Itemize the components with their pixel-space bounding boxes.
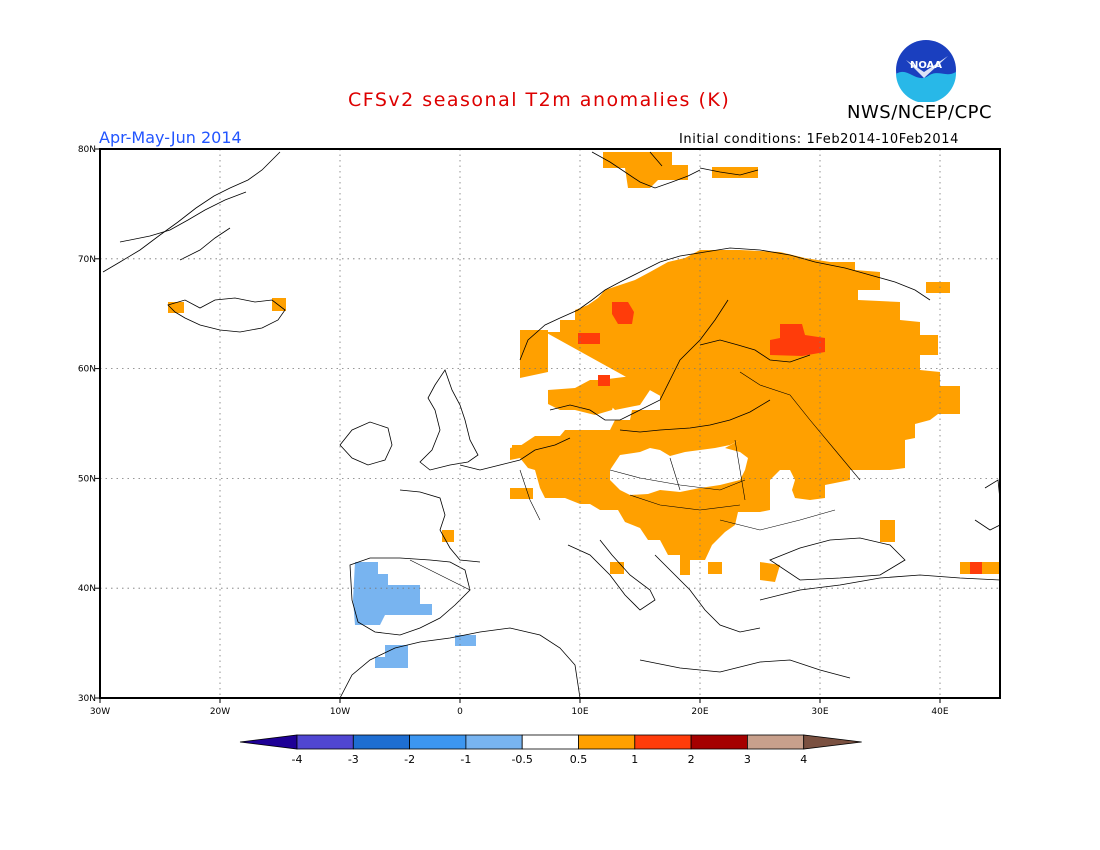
lat-tick-label: 50N xyxy=(78,474,96,484)
warm-anomaly-region xyxy=(520,330,548,378)
strong-warm-anomaly xyxy=(598,375,610,386)
lon-tick-label: 40E xyxy=(931,707,948,717)
scandinavia-coast xyxy=(519,247,931,361)
colorbar-label: -1 xyxy=(460,753,471,766)
warm-anomaly-region xyxy=(442,530,454,542)
colorbar: -4 -3 -2 -1 -0.5 0.5 1 2 3 4 xyxy=(239,734,862,766)
colorbar-swatch xyxy=(690,734,748,750)
lat-tick-label: 30N xyxy=(78,694,96,704)
warm-anomaly-region xyxy=(168,302,184,313)
country-border xyxy=(739,371,861,481)
lon-tick-label: 0 xyxy=(457,707,463,717)
colorbar-swatch xyxy=(296,734,354,750)
colorbar-label: -2 xyxy=(404,753,415,766)
ireland-coast xyxy=(339,421,393,466)
colorbar-label: -3 xyxy=(348,753,359,766)
axis-ticks: 30N 40N 50N 60N 70N 80N 30W 20W 10W 0 10E 20E 30E 40E xyxy=(78,145,949,717)
cool-anomaly-region xyxy=(375,645,408,668)
greenland-coast xyxy=(119,191,247,243)
strong-warm-anomaly xyxy=(612,302,634,324)
iceland-coast xyxy=(167,297,286,333)
blacksea-coast xyxy=(769,537,906,581)
lat-tick-label: 70N xyxy=(78,255,96,265)
lon-tick-label: 30W xyxy=(90,707,110,717)
warm-anomaly-region xyxy=(603,152,688,188)
warm-anomaly-region xyxy=(510,488,533,499)
strong-warm-anomaly xyxy=(970,562,982,574)
lat-tick-label: 80N xyxy=(78,145,96,155)
colorbar-label: -0.5 xyxy=(511,753,532,766)
warm-anomaly-region xyxy=(610,562,624,574)
lon-tick-label: 10E xyxy=(571,707,588,717)
warm-anomaly-region xyxy=(926,282,950,293)
baltic-coast xyxy=(619,399,771,433)
colorbar-arrow-high xyxy=(803,734,862,750)
lon-tick-label: 30E xyxy=(811,707,828,717)
warm-anomaly-region xyxy=(760,562,780,582)
baltic-coast xyxy=(699,339,811,363)
colorbar-label: 3 xyxy=(744,753,751,766)
lat-tick-label: 60N xyxy=(78,365,96,375)
lon-tick-label: 20W xyxy=(210,707,230,717)
strong-warm-anomaly xyxy=(578,333,600,344)
colorbar-swatch xyxy=(578,734,636,750)
britain-coast xyxy=(419,369,479,471)
warm-anomaly-region xyxy=(880,520,895,542)
colorbar-swatch xyxy=(465,734,523,750)
forecast-period: Apr-May-Jun 2014 xyxy=(99,128,242,147)
colorbar-swatch xyxy=(747,734,805,750)
lat-lon-grid xyxy=(100,149,1000,698)
initial-conditions: Initial conditions: 1Feb2014-10Feb2014 xyxy=(679,132,960,147)
colorbar-label: 0.5 xyxy=(570,753,588,766)
cool-anomaly-region xyxy=(455,635,476,646)
caspian-coast xyxy=(974,479,1001,531)
colorbar-label: 2 xyxy=(688,753,695,766)
france-coast xyxy=(399,489,481,563)
anomaly-fills xyxy=(168,152,1000,668)
lon-tick-label: 10W xyxy=(330,707,350,717)
colorbar-label: -4 xyxy=(292,753,303,766)
strong-warm-anomaly xyxy=(770,324,825,356)
map-title: CFSv2 seasonal T2m anomalies (K) xyxy=(348,89,731,111)
europe-coast xyxy=(459,437,571,471)
iberia-coast xyxy=(349,557,471,636)
lon-tick-label: 20E xyxy=(691,707,708,717)
lat-tick-label: 40N xyxy=(78,584,96,594)
cool-anomaly-region xyxy=(353,562,432,625)
africa-coast xyxy=(339,627,581,699)
colorbar-label: 1 xyxy=(631,753,638,766)
org-label: NWS/NCEP/CPC xyxy=(847,102,993,123)
colorbar-label: 4 xyxy=(800,753,807,766)
warm-anomaly-region xyxy=(600,375,650,410)
country-border xyxy=(719,509,836,531)
scandinavia-coast xyxy=(549,299,729,421)
greenland-coast xyxy=(102,151,281,273)
colorbar-swatch xyxy=(634,734,692,750)
noaa-logo: NOAA xyxy=(896,40,957,102)
italy-coast xyxy=(567,539,656,611)
noaa-logo-text: NOAA xyxy=(910,60,942,71)
warm-anomaly-region xyxy=(510,250,960,575)
colorbar-arrow-low xyxy=(239,734,298,750)
turkey-coast xyxy=(759,574,1001,601)
colorbar-swatch xyxy=(352,734,410,750)
greenland-coast xyxy=(179,227,231,261)
country-border xyxy=(609,439,746,511)
warm-anomaly-region xyxy=(512,445,530,458)
colorbar-swatch xyxy=(521,734,579,750)
africa-coast xyxy=(639,659,851,679)
svalbard-coast xyxy=(591,151,759,189)
balkans-coast xyxy=(654,554,761,633)
warm-anomaly-region xyxy=(708,562,722,574)
warm-anomaly-region xyxy=(712,167,758,178)
map-frame xyxy=(99,148,1001,699)
colorbar-swatch xyxy=(409,734,467,750)
